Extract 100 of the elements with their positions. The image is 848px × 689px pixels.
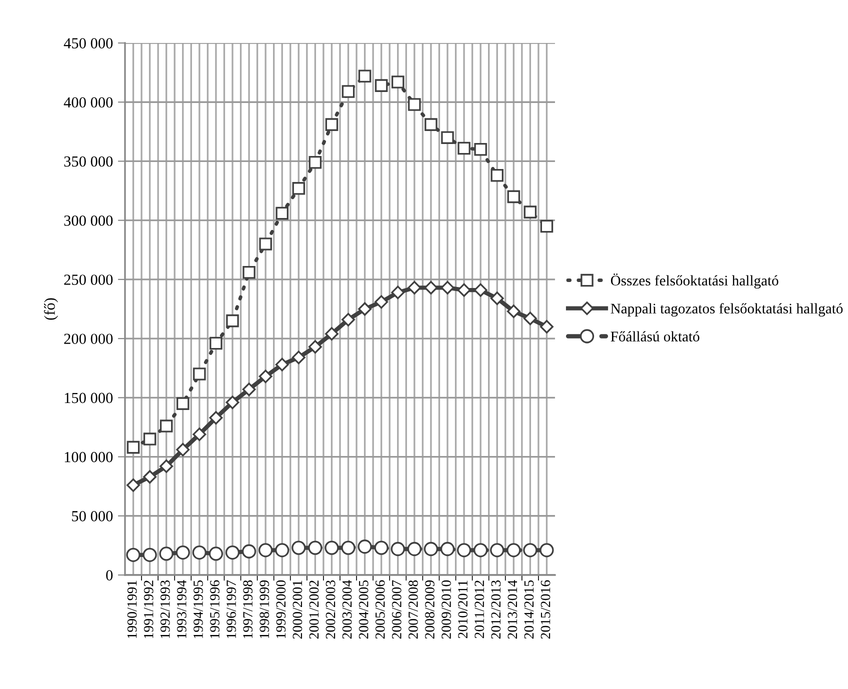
point <box>506 543 521 558</box>
x-tick-label: 2004/2005 <box>358 580 368 639</box>
x-tick-label: 1994/1995 <box>194 580 203 638</box>
x-tick-label: 1998/1999 <box>260 580 270 638</box>
point <box>308 340 322 354</box>
point <box>226 396 240 410</box>
legend-label: Nappali tagozatos felsőoktatási hallgató <box>610 303 843 317</box>
point <box>209 411 223 424</box>
point <box>292 182 306 195</box>
point <box>275 543 290 558</box>
point <box>341 540 356 555</box>
point <box>506 304 520 318</box>
point <box>440 542 455 556</box>
point <box>143 470 157 484</box>
y-tick-label: 450 000 <box>64 38 113 48</box>
y-tick-label: 250 000 <box>64 274 113 285</box>
point <box>242 382 256 396</box>
point <box>308 540 322 555</box>
point <box>292 350 306 364</box>
x-tick-label: 1990/1991 <box>127 580 137 638</box>
x-tick-label: 1996/1997 <box>226 580 236 638</box>
x-tick-label: 2008/2009 <box>425 580 434 639</box>
point <box>523 543 538 558</box>
x-tick-label: 2011/2012 <box>474 580 484 638</box>
point <box>160 420 173 432</box>
y-tick-label: 200 000 <box>64 334 113 344</box>
point <box>176 397 190 410</box>
point <box>391 286 405 300</box>
point <box>292 540 306 555</box>
point <box>424 118 438 131</box>
point <box>490 543 504 558</box>
point <box>424 542 438 556</box>
point <box>408 280 422 294</box>
x-tick-label: 2015/2016 <box>540 580 550 639</box>
point <box>192 428 206 442</box>
point <box>275 358 289 372</box>
point <box>192 545 207 560</box>
point <box>126 440 140 454</box>
point <box>524 206 537 218</box>
point <box>342 312 355 326</box>
point <box>374 540 388 555</box>
y-tick-label: 0 <box>106 570 113 580</box>
x-tick-label: 2000/2001 <box>292 580 302 639</box>
point <box>474 143 487 156</box>
point <box>126 548 140 562</box>
y-tick-label: 350 000 <box>64 156 113 167</box>
point <box>176 545 190 560</box>
point <box>242 544 256 558</box>
point <box>142 548 157 562</box>
point <box>407 542 422 556</box>
point <box>176 442 190 456</box>
legend-label: Összes felsőoktatási hallgató <box>610 274 778 289</box>
legend-label: Főállású oktató <box>610 331 700 342</box>
point <box>358 70 372 82</box>
point <box>126 478 140 492</box>
point <box>490 169 504 182</box>
point <box>358 302 372 316</box>
x-tick-label: 1992/1993 <box>160 580 170 638</box>
point <box>391 76 404 88</box>
point <box>374 295 388 309</box>
x-tick-label: 1995/1996 <box>210 580 220 638</box>
x-tick-label: 2003/2004 <box>342 580 352 639</box>
x-tick-label: 1997/1998 <box>243 580 253 638</box>
point <box>258 370 272 384</box>
y-tick-label: 100 000 <box>64 452 113 462</box>
point <box>276 206 289 220</box>
point <box>458 142 470 155</box>
point <box>474 283 488 297</box>
point <box>225 545 240 560</box>
point <box>490 292 504 306</box>
point <box>208 546 224 561</box>
point <box>440 280 454 294</box>
point <box>143 432 156 446</box>
point <box>473 543 488 558</box>
x-tick-label: 2001/2002 <box>309 580 319 639</box>
point <box>160 460 174 473</box>
x-tick-label: 2013/2014 <box>508 580 518 639</box>
point <box>507 190 520 204</box>
point <box>193 368 206 380</box>
x-tick-label: 2005/2006 <box>375 580 385 639</box>
x-tick-label: 2012/2013 <box>491 580 501 639</box>
y-tick-label: 150 000 <box>64 392 113 404</box>
x-tick-label: 2007/2008 <box>408 580 418 639</box>
x-tick-label: 2014/2015 <box>524 580 534 639</box>
point <box>226 314 239 328</box>
x-tick-label: 1999/2000 <box>276 580 286 638</box>
point <box>342 85 355 98</box>
x-tick-label: 2009/2010 <box>442 580 451 639</box>
y-tick-label: 50 000 <box>72 511 113 522</box>
point <box>258 543 273 558</box>
x-tick-label: 1993/1994 <box>177 580 186 638</box>
point <box>540 543 554 558</box>
point <box>540 320 554 334</box>
point <box>424 280 438 294</box>
x-tick-label: 2010/2011 <box>458 580 468 638</box>
point <box>456 543 472 558</box>
point <box>325 327 338 341</box>
point <box>374 79 388 92</box>
point <box>210 336 222 350</box>
point <box>358 540 372 554</box>
